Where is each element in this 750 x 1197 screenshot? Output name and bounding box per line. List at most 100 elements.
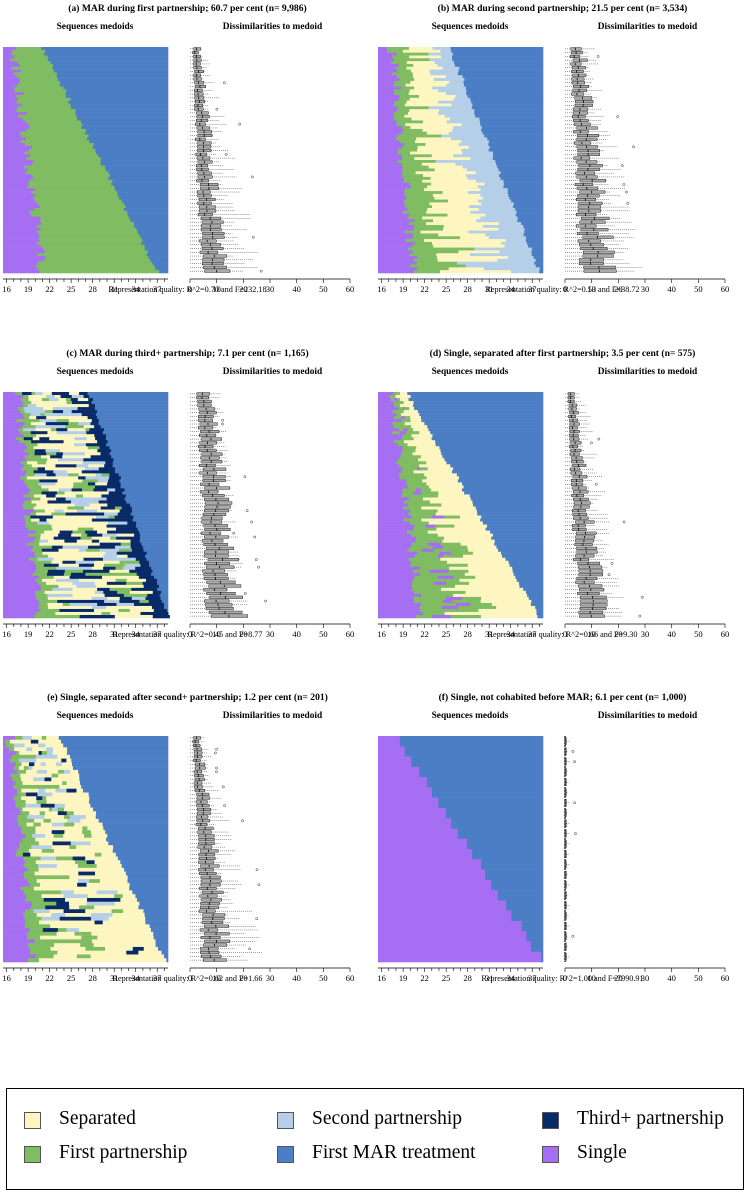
sequence-segment <box>378 162 403 166</box>
panel-title: (a) MAR during first partnership; 60.7 p… <box>68 3 307 14</box>
box <box>203 550 229 554</box>
seq-x-tick-label: 25 <box>442 629 451 639</box>
box <box>197 145 212 149</box>
sequence-segment <box>115 578 128 583</box>
sequence-segment <box>34 509 46 513</box>
sequence-segment <box>378 395 390 399</box>
sequence-segment <box>56 75 169 79</box>
sequence-segment <box>378 440 394 444</box>
sequence-segment <box>163 605 169 610</box>
sequence-segment <box>85 530 98 534</box>
sequence-segment <box>83 557 92 562</box>
sequence-segment <box>411 756 544 768</box>
sequence-segment <box>428 485 464 489</box>
sequence-segment <box>31 736 38 741</box>
sequence-segment <box>22 413 31 417</box>
sequence-segment <box>100 162 169 166</box>
sequence-segment <box>378 188 406 192</box>
sequence-segment <box>3 157 27 161</box>
sequence-segment <box>399 392 408 396</box>
box <box>196 396 209 400</box>
sequence-segment <box>408 247 475 251</box>
sequence-segment <box>17 815 28 820</box>
sequence-segment <box>136 572 152 577</box>
sequence-segment <box>82 569 93 574</box>
legend-swatch <box>542 1112 559 1129</box>
sequence-segment <box>449 171 477 175</box>
box <box>576 546 597 550</box>
seq-x-tick-label: 28 <box>88 973 97 983</box>
sequence-segment <box>378 521 411 525</box>
sequence-segment <box>86 901 115 906</box>
sequence-segment <box>413 63 438 68</box>
sequence-segment <box>436 253 471 257</box>
sequence-segment <box>75 939 93 944</box>
sequence-segment <box>90 455 98 459</box>
sequence-segment <box>78 548 87 552</box>
sequence-segment <box>102 575 117 580</box>
sequence-segment <box>50 736 60 741</box>
box <box>195 118 208 122</box>
sequence-segment <box>101 852 117 857</box>
seq-x-tick-label: 28 <box>88 629 97 639</box>
sequence-segment <box>102 578 116 583</box>
sequence-segment <box>89 950 113 955</box>
sequence-segment <box>24 455 30 459</box>
sequence-segment <box>10 58 49 62</box>
sequence-segment <box>92 554 104 559</box>
sequence-segment <box>139 901 169 906</box>
sequence-segment <box>27 788 39 793</box>
sequence-segment <box>114 503 131 507</box>
sequence-segment <box>65 897 88 903</box>
box <box>578 201 603 205</box>
box <box>198 834 215 838</box>
sequence-segment <box>41 491 58 495</box>
box <box>200 243 221 247</box>
sequence-segment <box>24 500 32 504</box>
sequence-segment <box>144 247 169 251</box>
sequence-segment <box>49 909 64 914</box>
box <box>574 182 593 187</box>
sequence-segment <box>3 210 30 214</box>
sequence-segment <box>487 524 544 528</box>
sequence-segment <box>46 395 56 399</box>
sequence-segment <box>409 89 426 93</box>
sequence-segment <box>3 143 26 147</box>
sequence-segment <box>101 473 110 477</box>
sequence-segment <box>3 185 28 189</box>
sequence-segment <box>485 527 544 531</box>
sequence-segment <box>62 602 70 607</box>
seq-x-tick-label: 22 <box>420 284 429 294</box>
sequence-segment <box>58 434 77 438</box>
sequence-segment <box>111 455 169 459</box>
box <box>570 51 583 55</box>
box <box>199 849 219 853</box>
sequence-segment <box>40 587 53 592</box>
sequence-segment <box>26 419 40 423</box>
sequence-segment <box>525 236 544 240</box>
sequence-segment <box>378 109 398 113</box>
sequence-segment <box>404 202 430 206</box>
sequence-segment <box>378 230 405 234</box>
sequence-segment <box>400 413 420 417</box>
sequence-segment <box>420 455 443 459</box>
box <box>197 194 212 198</box>
sequence-segment <box>81 784 169 790</box>
box <box>205 607 234 611</box>
seq-x-tick-label: 34 <box>131 284 140 294</box>
sequence-segment <box>3 882 30 887</box>
sequence-segment <box>426 126 454 130</box>
box <box>202 475 226 479</box>
outlier-point <box>223 804 226 807</box>
sequence-segment <box>46 796 63 801</box>
sequence-segment <box>3 413 24 417</box>
sequence-segment <box>86 431 104 435</box>
sequence-segment <box>448 569 469 574</box>
sequence-segment <box>475 575 516 580</box>
sequence-segment <box>120 476 169 480</box>
sequence-segment <box>26 111 76 116</box>
sequence-segment <box>414 575 438 580</box>
sequence-segment <box>82 479 99 483</box>
sequence-segment <box>62 455 71 459</box>
sequence-segment <box>131 587 158 592</box>
